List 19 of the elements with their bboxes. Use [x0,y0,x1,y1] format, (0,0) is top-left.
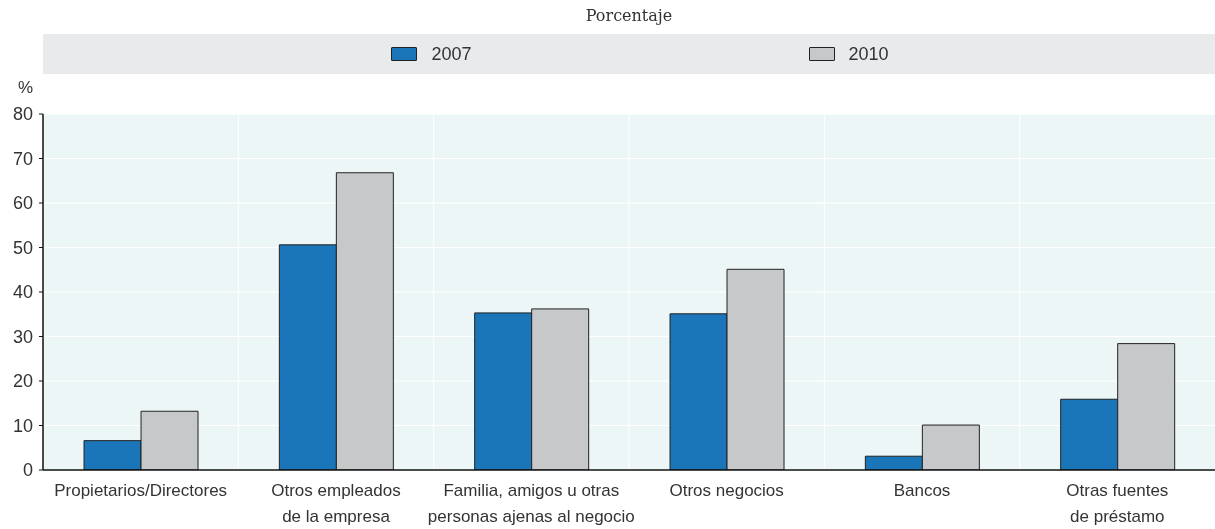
y-axis-title: % [18,78,34,97]
y-tick-label: 80 [12,104,33,125]
y-tick-label: 30 [12,326,33,347]
y-tick-label: 40 [12,282,33,303]
y-tick-label: 50 [12,237,33,258]
x-tick-label: Otros negocios [669,481,784,500]
x-tick-label: Otros empleados de la empresa [271,481,401,526]
y-tick-label: 10 [12,415,33,436]
y-tick-label: 0 [22,460,33,481]
y-tick-label: 70 [12,148,33,169]
x-tick-label: Bancos [893,481,951,500]
y-tick-label: 20 [12,371,33,392]
x-tick-label: Propietarios/Directores [54,481,228,500]
legend-label: 2010 [848,43,889,64]
x-tick-label: Familia, amigos u otras personas ajenas al negocio [427,481,635,526]
x-tick-label: Otras fuentes de préstamo [1066,481,1169,526]
chart-title: Porcentaje [585,6,673,25]
legend-label: 2007 [431,43,472,64]
y-tick-label: 60 [12,193,33,214]
